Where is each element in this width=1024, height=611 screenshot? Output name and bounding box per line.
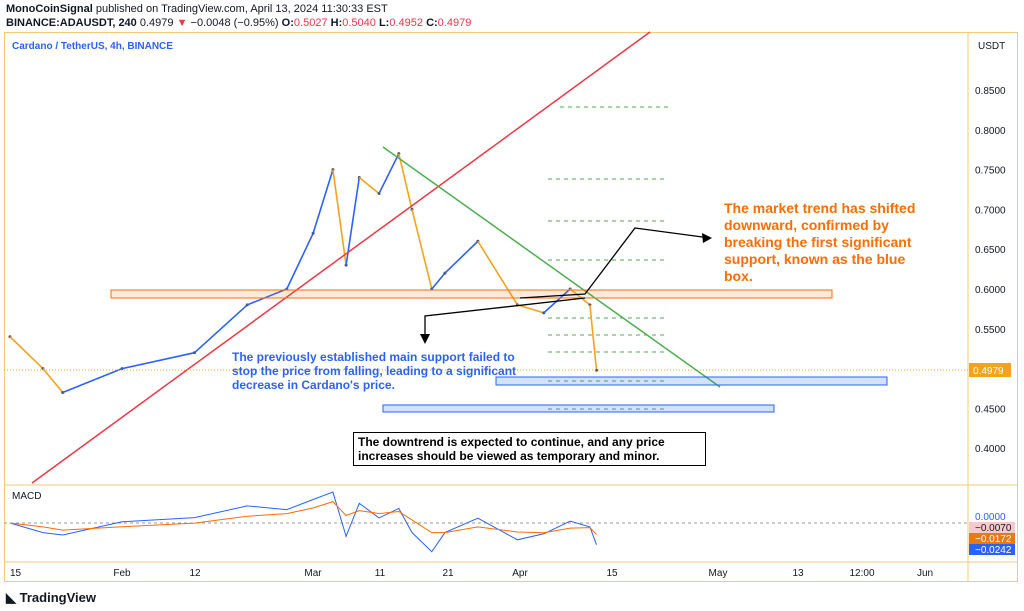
author: MonoCoinSignal (6, 3, 93, 15)
logo-text: TradingView (19, 590, 96, 605)
y-tick-label: 0.8000 (975, 126, 1006, 137)
x-tick-label: Jun (917, 568, 933, 579)
publish-info: MonoCoinSignal published on TradingView.… (6, 3, 388, 15)
y-tick-label: 0.4500 (975, 404, 1006, 415)
boxed-annotation: The downtrend is expected to continue, a… (353, 432, 706, 466)
logo-icon: ◣ (6, 590, 16, 605)
price-segment (193, 304, 248, 354)
price-segment (332, 169, 347, 266)
price-segment (517, 304, 545, 314)
symbol-info: BINANCE:ADAUSDT, 240 0.4979 ▼ −0.0048 (−… (6, 17, 471, 29)
arrow-to-orange-note (519, 227, 711, 299)
x-tick-label: Apr (512, 568, 528, 579)
y-tick-label: 0.5500 (975, 325, 1006, 336)
y-tick-label: 0.6500 (975, 245, 1006, 256)
price-segment (312, 169, 334, 234)
low-value: 0.4952 (389, 17, 423, 29)
high-label: H: (330, 17, 343, 29)
price-segment (286, 232, 314, 290)
blue-annotation: The previously established main support … (232, 350, 517, 392)
price-segment (411, 209, 433, 290)
macd-value-label: −0.0242 (975, 545, 1012, 556)
open-value: 0.5027 (293, 17, 328, 29)
x-tick-label: 15 (10, 568, 22, 579)
red-trendline[interactable] (31, 31, 651, 484)
down-arrow-icon: ▼ (176, 17, 188, 29)
price-segment (62, 367, 123, 394)
price-segment (398, 153, 413, 210)
y-tick-label: 0.7000 (975, 205, 1006, 216)
last-price-label: 0.4979 (973, 366, 1004, 377)
orange-annotation: The market trend has shifted downward, c… (724, 200, 916, 284)
macd-value-badge (969, 544, 1015, 555)
x-tick-label: 11 (375, 568, 386, 579)
price-segment (121, 351, 195, 370)
blue-support-zone-1[interactable] (495, 376, 888, 386)
price-segment (42, 368, 64, 393)
price-segment (378, 153, 400, 194)
x-tick-label: May (709, 568, 728, 579)
publish-date: published on TradingView.com, April 13, … (95, 3, 388, 15)
price-segment (569, 288, 591, 306)
price-segment (358, 176, 380, 195)
price-segment (477, 240, 519, 306)
arrowhead-icon (702, 233, 712, 243)
macd-value-badge (969, 522, 1015, 533)
macd-value-label: 0.0000 (975, 512, 1006, 523)
chart-frame (4, 32, 1018, 582)
green-trendline[interactable] (382, 146, 721, 388)
high-value: 0.5040 (342, 17, 376, 29)
macd-value-badge (969, 533, 1015, 544)
price-segment (345, 177, 361, 266)
close-label: C: (426, 17, 438, 29)
low-label: L: (378, 17, 390, 29)
macd-value-label: −0.0070 (975, 523, 1012, 534)
close-value: 0.4979 (437, 17, 472, 29)
chart-title: Cardano / TetherUS, 4h, BINANCE (12, 41, 173, 52)
x-tick-label: 12:00 (849, 568, 874, 579)
x-tick-label: 12 (189, 568, 201, 579)
price-segment (246, 288, 288, 306)
x-tick-label: Feb (113, 568, 131, 579)
signal-line (9, 501, 597, 535)
orange-support-zone[interactable] (110, 289, 833, 299)
symbol: BINANCE:ADAUSDT, 240 (6, 17, 137, 29)
y-tick-label: 0.6000 (975, 285, 1006, 296)
x-tick-label: 13 (792, 568, 804, 579)
currency-label: USDT (978, 41, 1005, 52)
macd-value-label: −0.0172 (975, 534, 1012, 545)
tradingview-logo: ◣ TradingView (6, 590, 96, 606)
price-segment (444, 240, 479, 274)
arrowhead-icon (420, 334, 430, 344)
macd-label: MACD (12, 491, 41, 502)
x-tick-label: 15 (606, 568, 618, 579)
price-segment (9, 336, 44, 370)
open-label: O: (281, 17, 294, 29)
price-change: −0.0048 (−0.95%) (190, 17, 279, 29)
price-segment (431, 272, 446, 290)
arrow-to-blue-note (424, 297, 586, 340)
y-tick-label: 0.4000 (975, 444, 1006, 455)
y-tick-label: 0.7500 (975, 166, 1006, 177)
blue-support-zone-2[interactable] (382, 404, 775, 413)
last-price: 0.4979 (139, 17, 174, 29)
price-segment (589, 304, 598, 371)
x-tick-label: 21 (442, 568, 454, 579)
x-tick-label: Mar (304, 568, 322, 579)
macd-line (9, 491, 597, 553)
last-price-badge (969, 363, 1011, 377)
y-tick-label: 0.8500 (975, 86, 1006, 97)
